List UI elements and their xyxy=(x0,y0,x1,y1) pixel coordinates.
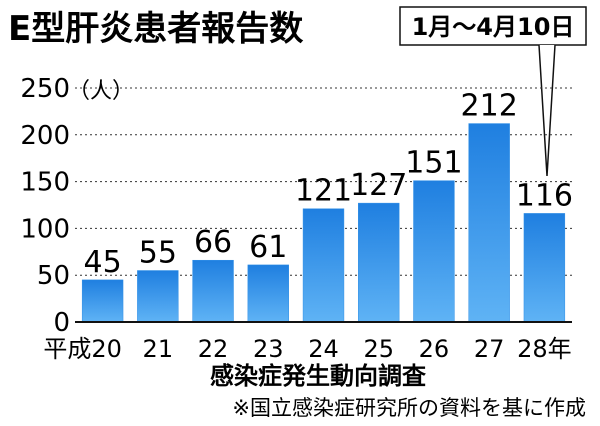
x-tick-label: 27 xyxy=(474,335,505,363)
bar xyxy=(81,279,124,323)
x-tick-label: 23 xyxy=(253,335,284,363)
y-tick-label: 50 xyxy=(37,261,70,291)
bar-value-label: 151 xyxy=(405,146,462,181)
bar xyxy=(137,270,179,323)
y-axis-ticks: 0 50 100 150 200 250 xyxy=(20,74,70,338)
y-tick-label: 0 xyxy=(53,308,70,338)
x-tick-label: 28年 xyxy=(517,335,572,363)
x-axis-ticks: 平成20 21 22 23 24 25 26 27 28年 xyxy=(43,335,571,363)
y-tick-label: 150 xyxy=(20,168,70,198)
x-tick-label: 24 xyxy=(308,335,339,363)
callout-label: 1月～4月10日 xyxy=(412,13,575,41)
x-tick-label: 25 xyxy=(363,335,394,363)
y-tick-label: 200 xyxy=(20,121,70,151)
x-tick-label: 21 xyxy=(143,335,174,363)
bars xyxy=(81,123,566,323)
bar xyxy=(523,213,566,323)
bar-value-label: 212 xyxy=(461,89,518,124)
x-tick-label: 平成20 xyxy=(43,335,122,363)
chart-title: E型肝炎患者報告数 xyxy=(8,9,303,49)
y-tick-label: 250 xyxy=(20,74,70,104)
bar-value-label: 66 xyxy=(194,225,232,260)
bar-value-label: 55 xyxy=(139,236,177,271)
source-note: ※国立感染症研究所の資料を基に作成 xyxy=(232,396,586,420)
y-axis-unit: （人） xyxy=(68,79,134,104)
bar-value-label: 116 xyxy=(516,178,573,213)
bar-value-label: 121 xyxy=(295,174,352,209)
bar xyxy=(468,123,510,323)
callout-box xyxy=(399,6,587,46)
bar-value-label: 127 xyxy=(350,168,407,203)
bar xyxy=(413,180,455,323)
bar xyxy=(192,259,234,323)
bar xyxy=(358,202,400,323)
bar xyxy=(302,208,345,323)
bar-value-label: 45 xyxy=(84,245,122,280)
x-tick-label: 26 xyxy=(419,335,450,363)
x-axis-title: 感染症発生動向調査 xyxy=(210,362,426,390)
bar xyxy=(247,264,289,323)
x-tick-label: 22 xyxy=(198,335,229,363)
callout-pointer xyxy=(538,44,556,177)
y-tick-label: 100 xyxy=(20,214,70,244)
bar-value-label: 61 xyxy=(249,230,287,265)
